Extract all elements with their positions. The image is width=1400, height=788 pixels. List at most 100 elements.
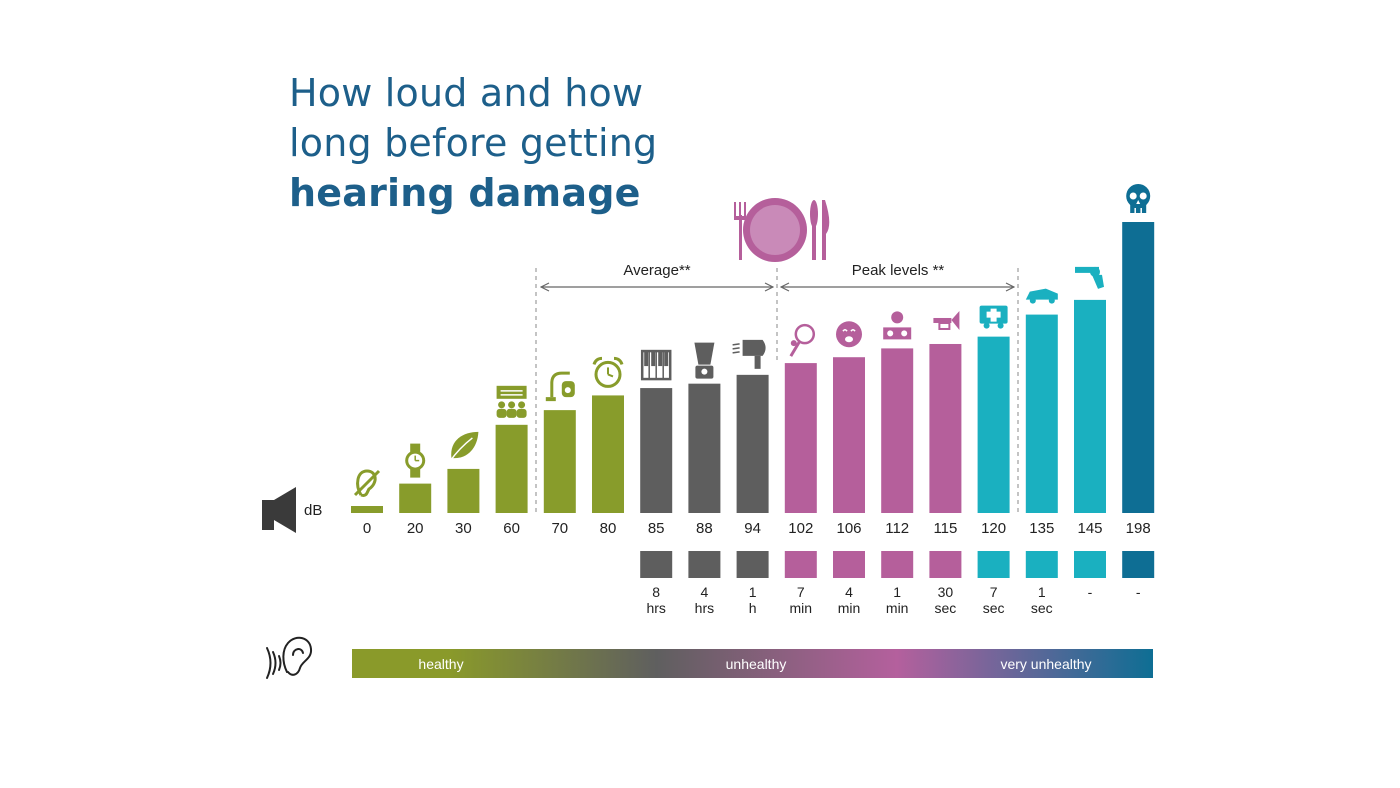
duration-unit-88: hrs [695,600,714,616]
skull-icon [1126,184,1151,213]
duration-unit-106: min [838,600,861,616]
watch-icon [405,443,426,478]
duration-box-85 [640,551,673,578]
x-tick-106: 106 [836,520,861,537]
conversation-icon [496,385,527,418]
dj-icon [883,311,912,340]
crying-baby-icon [836,321,862,348]
duration-value-135: 1 [1038,584,1046,600]
title-line-3: hearing damage [289,171,641,215]
duration-box-88 [688,551,721,578]
bar-112 [881,348,914,513]
bar-198 [1122,222,1155,513]
bar-20 [399,483,432,513]
bar-94 [736,374,769,513]
x-tick-0: 0 [363,520,371,537]
bar-145 [1074,299,1106,513]
bar-120 [977,336,1010,513]
ear-sound-icon [266,636,313,679]
x-tick-labels: 0 20 30 60 70 80 85 88 94 102 106 112 115 120 135 145 19… [363,520,1151,537]
duration-unit-102: min [790,600,813,616]
x-tick-115: 115 [933,520,957,537]
duration-box-94 [736,551,769,578]
bar-70 [543,410,576,513]
tennis-racket-icon [789,323,816,357]
duration-value-94: 1 [749,584,757,600]
ambulance-icon [979,305,1008,329]
leaf-icon [448,431,479,463]
duration-box-198 [1122,551,1155,578]
bar-0 [351,506,383,513]
group-separators [535,268,1019,515]
x-tick-135: 135 [1029,520,1054,537]
group-label-average: Average** [623,262,690,279]
bar-icons [353,184,1151,497]
group-label-peak: Peak levels ** [852,262,945,279]
piano-icon [640,349,672,381]
health-scale-bar [352,649,1153,678]
trumpet-icon [933,310,960,330]
duration-unit-112: min [886,600,909,616]
duration-unit-94: h [749,600,757,616]
bars [351,222,1155,513]
hair-dryer-icon [732,339,766,369]
bar-60 [495,424,528,513]
duration-value-112: 1 [893,584,901,600]
scale-label-unhealthy: unhealthy [726,656,787,672]
duration-box-106 [833,551,865,578]
duration-value-88: 4 [701,584,709,600]
x-tick-85: 85 [648,520,665,537]
x-tick-94: 94 [744,520,761,537]
race-car-icon [1025,288,1058,304]
title-line-1: How loud and how [289,71,644,115]
x-tick-80: 80 [600,520,617,537]
blender-icon [694,342,715,379]
x-tick-60: 60 [503,520,520,537]
title-line-2: long before getting [289,121,658,165]
x-tick-120: 120 [981,520,1006,537]
duration-unit-115: sec [935,600,957,616]
duration-value-145: - [1088,584,1093,600]
x-tick-20: 20 [407,520,424,537]
x-tick-112: 112 [885,520,909,537]
x-tick-88: 88 [696,520,713,537]
bar-106 [833,357,865,513]
bar-30 [447,468,480,513]
scale-label-very-unhealthy: very unhealthy [1000,656,1091,672]
duration-box-120 [977,551,1010,578]
duration-value-102: 7 [797,584,805,600]
bar-115 [929,343,962,513]
duration-value-198: - [1136,584,1141,600]
vacuum-cleaner-icon [545,371,575,402]
speaker-icon [262,487,296,533]
plate-cutlery-icon [734,198,830,262]
scale-label-healthy: healthy [418,656,463,672]
duration-unit-135: sec [1031,600,1053,616]
duration-value-106: 4 [845,584,853,600]
duration-value-115: 30 [938,584,954,600]
duration-box-115 [929,551,962,578]
chart-title: How loud and how long before getting hea… [289,68,657,218]
duration-value-85: 8 [652,584,660,600]
bar-85 [640,388,673,513]
y-axis-label: dB [304,502,322,519]
x-tick-30: 30 [455,520,472,537]
bar-102 [784,363,817,513]
bar-80 [592,395,624,513]
alarm-clock-icon [592,356,624,388]
duration-unit-120: sec [983,600,1005,616]
revolver-icon [1075,266,1104,289]
x-tick-102: 102 [788,520,813,537]
duration-box-112 [881,551,914,578]
x-tick-70: 70 [551,520,568,537]
bar-135 [1025,314,1058,513]
duration-box-145 [1074,551,1106,578]
duration-value-120: 7 [990,584,998,600]
duration-unit-85: hrs [646,600,665,616]
duration-box-135 [1025,551,1058,578]
x-tick-145: 145 [1077,520,1102,537]
duration-box-102 [784,551,817,578]
ear-slash-icon [353,469,381,497]
